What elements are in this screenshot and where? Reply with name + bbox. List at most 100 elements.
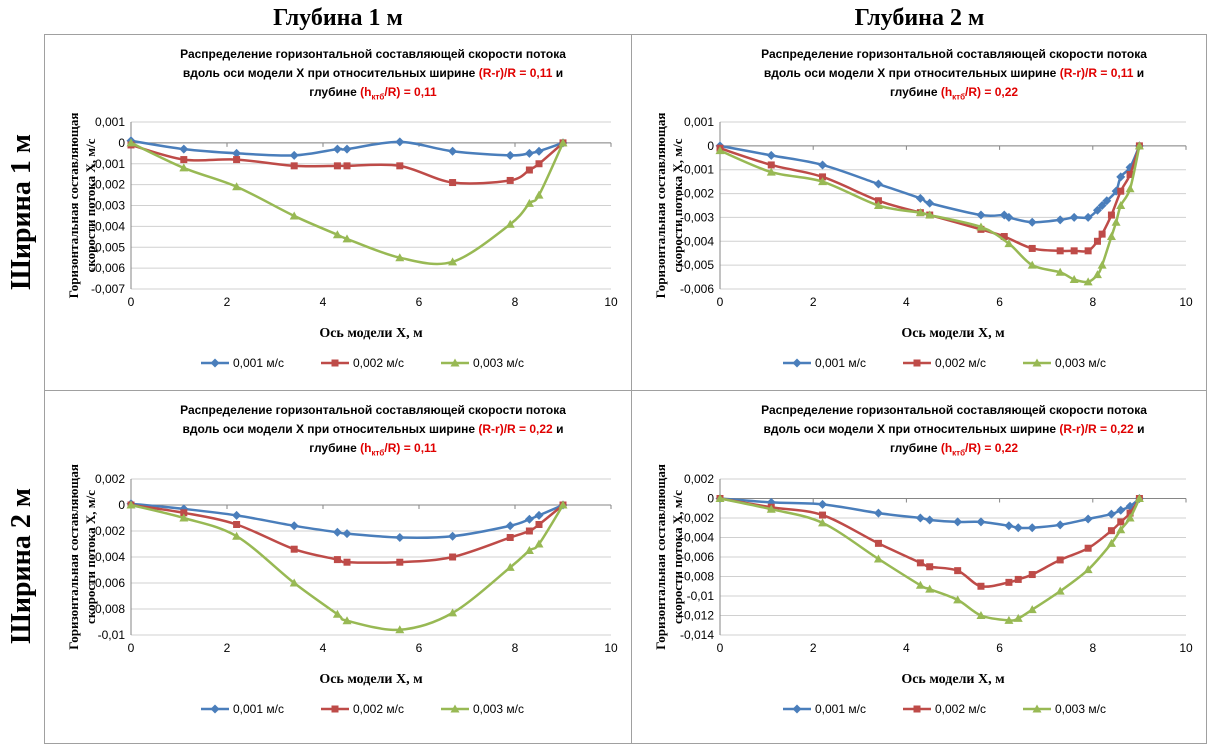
square-marker: [1005, 578, 1013, 586]
triangle-marker: [1004, 615, 1014, 624]
diamond-marker: [976, 517, 986, 527]
y-tick-label: -0,001: [680, 163, 714, 177]
chart-title: Распределение горизонтальной составляюще…: [702, 401, 1206, 462]
legend-square-marker: [331, 705, 339, 713]
square-marker: [977, 582, 985, 590]
legend-label: 0,001 м/с: [815, 356, 866, 370]
chart-title-line-2: вдоль оси модели X при относительных шир…: [115, 420, 631, 439]
square-marker: [333, 162, 341, 170]
y-tick-label: -0,01: [98, 628, 126, 642]
triangle-marker: [873, 201, 883, 209]
legend-square-marker: [331, 359, 339, 367]
triangle-marker: [915, 208, 925, 217]
series-3: [126, 138, 568, 266]
y-axis-title-line-2: скорости потока X, м/с: [83, 138, 98, 272]
square-marker: [1014, 575, 1022, 583]
diamond-marker: [1116, 172, 1126, 182]
relative-depth-suffix: /R) = 0,11: [384, 441, 437, 455]
triangle-marker: [505, 562, 515, 571]
diamond-marker: [342, 529, 352, 539]
relative-depth-subscript: ктб: [371, 92, 385, 102]
y-tick-label: -0,006: [91, 261, 125, 275]
triangle-marker: [1106, 232, 1116, 241]
square-marker: [290, 545, 298, 553]
triangle-marker: [915, 580, 925, 589]
x-tick-label: 4: [320, 295, 327, 309]
y-tick-label: -0,001: [91, 157, 125, 171]
title-text: вдоль оси модели X при относительных шир…: [182, 66, 479, 80]
triangle-marker: [179, 513, 189, 522]
relative-depth-suffix: /R) = 0,22: [965, 85, 1019, 99]
triangle-marker: [1116, 525, 1126, 534]
diamond-marker: [1083, 514, 1093, 524]
x-tick-label: 4: [903, 641, 910, 655]
y-tick-label: -0,002: [91, 524, 125, 538]
relative-depth-subscript: ктб: [952, 448, 966, 458]
triangle-marker: [1055, 586, 1065, 595]
relative-depth-value: (hктб/R) = 0,22: [941, 441, 1018, 458]
chart-title-line-3: глубине (hктб/R) = 0,11: [115, 83, 631, 106]
square-marker: [233, 156, 241, 164]
legend-label: 0,003 м/с: [473, 356, 524, 370]
diamond-marker: [332, 527, 342, 537]
triangle-marker: [534, 190, 544, 199]
diamond-marker: [505, 521, 515, 531]
relative-depth-suffix: /R) = 0,11: [384, 85, 437, 99]
diamond-marker: [925, 198, 935, 208]
legend-triangle-marker: [1032, 704, 1042, 713]
triangle-marker: [1069, 274, 1079, 283]
y-axis-title: Горизонтальная составляющая скорости пото…: [653, 464, 685, 650]
square-marker: [819, 511, 827, 519]
legend-square-marker: [913, 359, 921, 367]
legend-item: 0,001 м/с: [201, 356, 284, 370]
square-marker: [233, 521, 241, 528]
x-tick-label: 10: [604, 641, 618, 655]
triangle-marker: [1111, 217, 1121, 226]
square-marker: [1028, 571, 1036, 579]
triangle-marker: [1027, 260, 1037, 269]
triangle-marker: [558, 500, 568, 509]
triangle-marker: [1125, 184, 1135, 193]
x-tick-label: 8: [1089, 641, 1096, 655]
x-tick-label: 2: [810, 641, 817, 655]
square-marker: [506, 534, 514, 541]
y-tick-label: -0,008: [680, 570, 714, 584]
title-text: и: [1133, 66, 1145, 80]
chart-title-line-3: глубине (hктб/R) = 0,22: [702, 83, 1206, 106]
series-1: [126, 136, 568, 160]
triangle-marker: [953, 595, 963, 604]
y-axis-title: Горизонтальная составляющая скорости пото…: [66, 464, 98, 650]
y-tick-label: 0: [707, 492, 714, 506]
title-text: вдоль оси модели X при относительных шир…: [763, 66, 1060, 80]
legend-item: 0,003 м/с: [1023, 356, 1106, 370]
triangle-marker: [873, 554, 883, 563]
y-tick-label: 0,001: [95, 115, 125, 129]
diamond-marker: [1055, 520, 1065, 530]
y-axis-title-line-2: скорости потока X, м/с: [670, 490, 685, 624]
chart-svg: 0,001 0 -0,001 -0,002 -0,003 -0,004 -0,005 -0,0…: [653, 113, 1193, 370]
square-marker: [874, 197, 882, 205]
x-axis-title: Ось модели X, м: [901, 672, 1005, 687]
series-3: [715, 141, 1144, 286]
triangle-marker: [505, 219, 515, 228]
legend-triangle-marker: [450, 358, 460, 367]
triangle-marker: [332, 609, 342, 618]
square-marker: [916, 559, 924, 567]
y-tick-label: -0,002: [680, 187, 714, 201]
relative-depth-subscript: ктб: [371, 448, 385, 458]
relative-width-value: (R-r)/R = 0,22: [478, 422, 553, 436]
title-text: глубине: [309, 441, 361, 455]
x-tick-label: 8: [512, 641, 519, 655]
triangle-marker: [448, 257, 458, 266]
square-marker: [290, 162, 298, 170]
diamond-marker: [524, 148, 534, 158]
relative-depth-prefix: (h: [940, 85, 953, 99]
x-tick-label: 2: [224, 641, 231, 655]
triangle-marker: [818, 518, 828, 527]
legend-label: 0,001 м/с: [233, 702, 284, 716]
y-axis-title-line-1: Горизонтальная составляющая: [66, 464, 81, 650]
y-axis-title-line-1: Горизонтальная составляющая: [66, 113, 81, 299]
x-tick-label: 4: [903, 295, 910, 309]
x-tick-label: 0: [128, 295, 135, 309]
